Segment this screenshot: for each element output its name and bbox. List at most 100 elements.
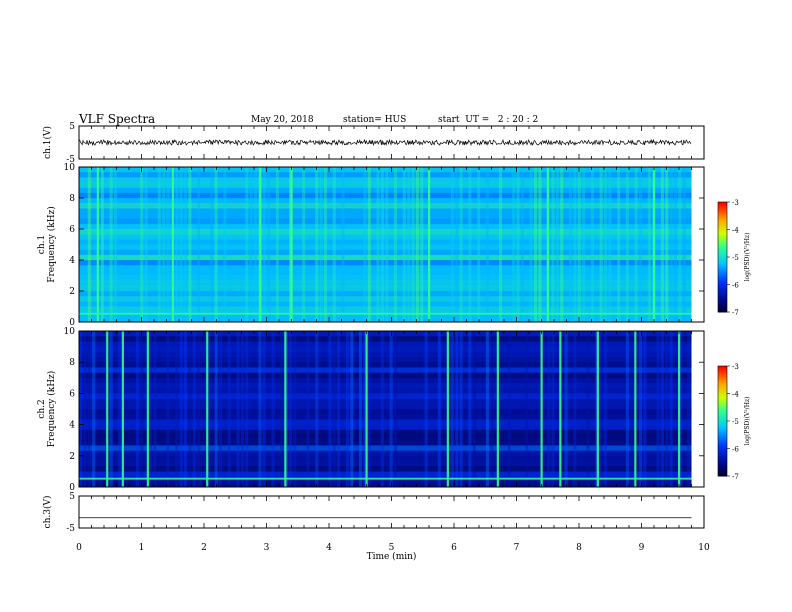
colorbar-segment [718,247,727,251]
time-streak [468,331,472,487]
frequency-band [79,403,692,410]
x-tick-label: 3 [264,543,270,553]
colorbar-segment [718,422,727,426]
frequency-band [79,419,692,426]
frequency-band [79,244,692,251]
frequency-band [79,213,692,220]
time-streak [380,167,384,322]
colorbar-segment [718,202,727,205]
time-streak [411,167,415,322]
time-streak [625,331,629,487]
colorbar-segment [718,264,727,267]
time-streak [135,331,139,487]
colorbar-segment [718,235,727,238]
colorbar-segment [718,246,727,249]
frequency-band [79,316,692,323]
colorbar-segment [718,432,727,435]
time-streak [660,167,664,322]
time-streak [315,331,319,487]
colorbar-segment [718,391,727,394]
time-streak [254,167,258,322]
impulse-line [146,331,149,487]
time-streak [184,167,188,322]
colorbar-segment [718,465,727,468]
time-streak [197,167,201,322]
time-streak [586,331,590,487]
time-streak [87,331,91,487]
frequency-band [79,461,692,467]
colorbar-segment [718,284,727,287]
panel-frame-4 [78,495,705,529]
time-streak [669,331,673,487]
time-streak [678,167,682,322]
colorbar-segment [718,441,727,444]
time-streak [83,331,87,487]
time-streak [529,167,533,322]
time-streak [573,167,577,322]
time-streak [551,331,555,487]
time-streak [214,167,218,322]
time-streak [179,331,183,487]
y-tick-label: -5 [66,155,75,165]
colorbar-segment [718,413,727,416]
time-streak [669,167,673,322]
frequency-band [79,223,692,230]
colorbar-segment [718,222,727,225]
x-tick-label: 7 [514,543,520,553]
colorbar-segment [718,380,727,383]
colorbar-segment [718,457,727,460]
ch1-ylabel-line: ch.1(V) [42,126,53,159]
frequency-band [79,239,692,245]
colorbar-segment [718,236,727,240]
colorbar-label-text: log(PSD)(V²/Hz) [744,397,751,446]
colorbar-segment [718,211,727,214]
time-streak [682,167,686,322]
time-streak [332,331,336,487]
colorbar-segment [718,446,727,449]
impulse-line [634,331,637,487]
colorbar-segment [718,388,727,391]
panel-frame-1 [78,125,705,160]
y-tick-label: 6 [69,389,75,399]
colorbar-segment [718,406,727,409]
y-tick-label: 8 [69,358,75,368]
colorbar-segment [718,280,727,284]
colorbar-segment [718,410,727,413]
frequency-band [79,435,692,441]
colorbar-tick-label: -4 [732,227,739,235]
frequency-band [79,429,692,436]
colorbar-segment [718,430,727,433]
time-streak [639,331,643,487]
time-streak [564,331,568,487]
time-streak [179,167,183,322]
frequency-band [79,466,692,472]
frequency-band [79,357,692,363]
ch2-colorbar: -3 -4 -5 -6 -7 log(PSD)(V²/Hz) [717,363,751,481]
time-streak [109,167,113,322]
time-streak [210,167,214,322]
colorbar-segment [718,231,727,234]
time-streak [534,167,538,322]
colorbar-segment [718,461,727,464]
frequency-band [79,306,692,313]
time-streak [420,167,424,322]
colorbar-segment [718,377,727,380]
time-streak [192,331,196,487]
time-streak [459,331,463,487]
x-tick-label: 2 [201,543,207,553]
time-streak [630,331,634,487]
spectrogram-cells [79,331,692,488]
time-streak [647,167,651,322]
time-streak [271,331,275,487]
colorbar-segment [718,253,727,256]
colorbar-tick-label: -6 [732,446,739,454]
y-tick-label: 2 [69,287,75,297]
colorbar-segment [718,242,727,245]
time-streak [140,331,144,487]
colorbar-segment [718,297,727,300]
frequency-band [79,275,692,282]
hum-line [79,312,692,315]
time-streak [188,167,192,322]
time-streak [245,167,249,322]
frequency-band [79,393,692,400]
